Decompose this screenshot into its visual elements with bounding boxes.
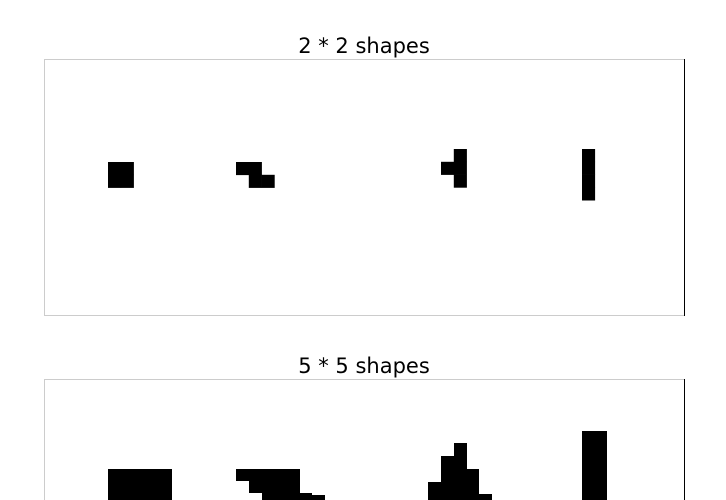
- panel-title-5x5: 5 * 5 shapes: [298, 354, 430, 378]
- shape-square: [108, 469, 172, 500]
- shape-z-step-cell: [236, 162, 250, 176]
- shape-bar-cell: [582, 161, 596, 175]
- shape-z-step-part: [300, 495, 325, 500]
- shape-z-step-part: [236, 469, 300, 481]
- shape-bar: [582, 431, 607, 500]
- shape-z-step-cell: [248, 174, 262, 188]
- shape-z-step-part: [262, 493, 312, 500]
- shape-group-5x5: [108, 431, 607, 500]
- shape-square-cell: [108, 174, 122, 188]
- shape-bent-part: [441, 469, 479, 482]
- shape-square-cell: [120, 162, 134, 176]
- shape-bent-cell: [453, 174, 467, 188]
- shape-bent-part: [454, 443, 467, 457]
- shape-bar-cell: [582, 174, 596, 188]
- panel-title-2x2: 2 * 2 shapes: [298, 34, 430, 58]
- shape-z-step-cell: [261, 174, 275, 188]
- shape-square-cell: [108, 162, 122, 176]
- shape-bent-cell: [441, 161, 455, 175]
- shape-bent-part: [441, 456, 467, 469]
- shape-bar-cell: [582, 187, 596, 201]
- shape-z-step-cell: [248, 162, 262, 176]
- shape-group-2x2: [108, 149, 596, 201]
- shape-bar-cell: [582, 149, 596, 163]
- shape-z-step-part: [249, 481, 300, 493]
- shape-bent-part: [479, 494, 492, 500]
- shape-square-cell: [120, 174, 134, 188]
- panel-5x5: [44, 379, 685, 500]
- panel-2x2: [44, 59, 685, 316]
- shape-bent-part: [428, 482, 479, 500]
- shape-bent-cell: [453, 161, 467, 175]
- shape-bent-cell: [453, 149, 467, 163]
